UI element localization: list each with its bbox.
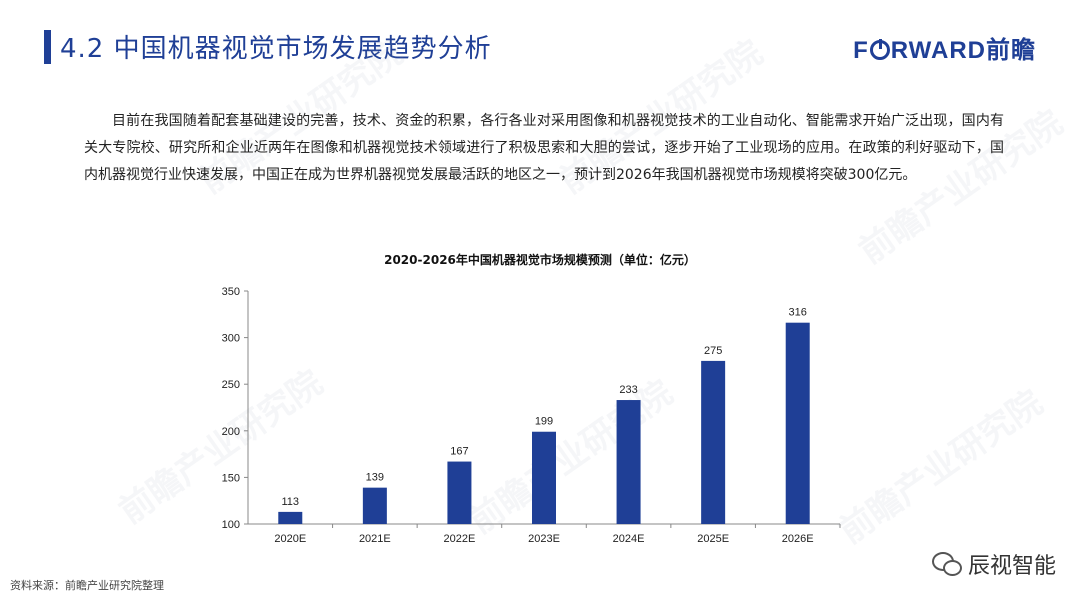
y-tick-label: 350 xyxy=(222,286,240,298)
title-accent-bar xyxy=(44,30,51,64)
y-tick-label: 100 xyxy=(222,519,240,531)
forward-logo: F RWARD前瞻 xyxy=(853,30,1036,65)
x-tick-label: 2020E xyxy=(274,533,306,545)
logo-suffix: RWARD前瞻 xyxy=(890,37,1036,64)
data-label-2025E: 275 xyxy=(704,345,722,357)
bar-2025E xyxy=(701,360,726,524)
y-tick-label: 200 xyxy=(222,426,240,438)
bar-2026E xyxy=(785,322,810,524)
data-label-2024E: 233 xyxy=(619,384,637,396)
y-tick-label: 250 xyxy=(222,379,240,391)
bar-2021E xyxy=(362,487,387,524)
x-tick-label: 2024E xyxy=(613,533,645,545)
data-label-2020E: 113 xyxy=(282,496,300,508)
power-icon xyxy=(869,39,890,60)
wechat-icon xyxy=(931,552,962,576)
x-tick-label: 2025E xyxy=(697,533,729,545)
wechat-account-name: 辰视智能 xyxy=(967,554,1056,579)
bar-2024E xyxy=(616,400,641,524)
data-label-2021E: 139 xyxy=(366,472,384,484)
source-note: 资料来源：前瞻产业研究院整理 xyxy=(10,579,164,592)
body-paragraph: 目前在我国随着配套基础建设的完善，技术、资金的积累，各行各业对采用图像和机器视觉… xyxy=(84,113,1004,183)
chart-title: 2020-2026年中国机器视觉市场规模预测（单位：亿元） xyxy=(384,253,696,267)
logo-prefix: F xyxy=(853,37,869,64)
x-tick-label: 2022E xyxy=(444,533,476,545)
bar-2020E xyxy=(278,511,303,524)
data-label-2022E: 167 xyxy=(450,446,468,458)
bar-2022E xyxy=(447,461,472,524)
page-title: 4.2 中国机器视觉市场发展趋势分析 xyxy=(60,34,492,64)
wechat-account: 辰视智能 xyxy=(931,548,1056,580)
y-tick-label: 300 xyxy=(222,333,240,345)
data-label-2026E: 316 xyxy=(789,307,807,319)
y-tick-label: 150 xyxy=(222,472,240,484)
bar-2023E xyxy=(532,431,556,524)
data-label-2023E: 199 xyxy=(535,416,553,428)
x-tick-label: 2026E xyxy=(782,533,814,545)
x-tick-label: 2021E xyxy=(359,533,391,545)
x-tick-label: 2023E xyxy=(528,533,560,545)
